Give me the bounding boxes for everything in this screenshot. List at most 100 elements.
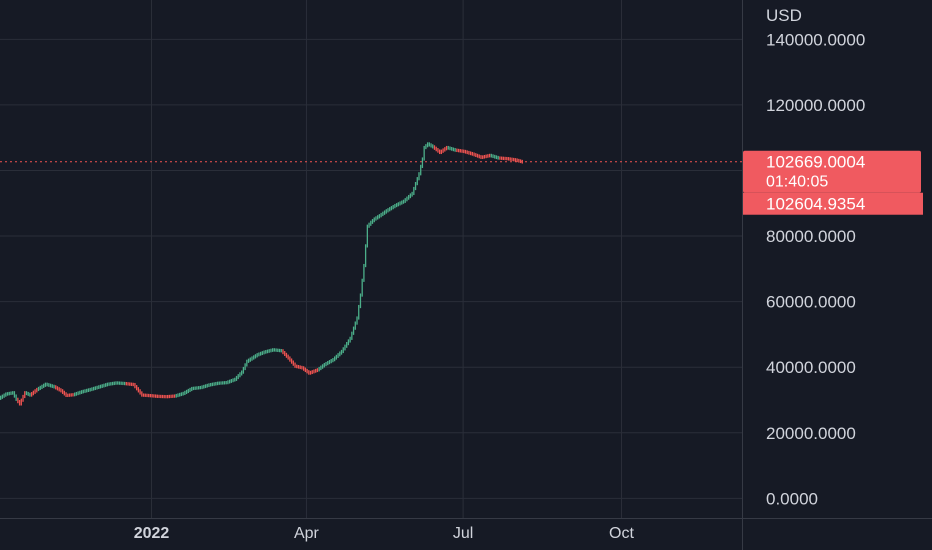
candle (60, 388, 62, 393)
candle (194, 386, 196, 390)
candle (475, 153, 477, 157)
candle (282, 349, 284, 355)
price-segment (184, 386, 193, 396)
candle (192, 386, 195, 391)
secondary-price-tag: 102604.9354 (743, 192, 923, 215)
price-segment (134, 382, 143, 397)
candle (488, 153, 491, 158)
last-price-tag: 102669.0004 01:40:05 (743, 150, 921, 193)
price-segment (253, 353, 258, 360)
candle (294, 362, 296, 368)
candle (377, 215, 379, 220)
candle (370, 220, 372, 226)
candle (516, 158, 518, 163)
candle (273, 348, 276, 352)
candle (518, 158, 520, 163)
price-segment (490, 153, 499, 160)
price-segment (404, 191, 413, 203)
price-segment (158, 394, 167, 399)
candle (46, 382, 48, 387)
candle (389, 207, 391, 212)
time-tick-label: Oct (609, 525, 634, 542)
candle (141, 391, 143, 397)
price-segment (289, 356, 296, 368)
price-tick-label: 20000.0000 (766, 424, 856, 443)
candle (44, 382, 47, 387)
candle (92, 386, 95, 391)
price-segment (91, 385, 100, 392)
candle (261, 351, 263, 356)
candle (321, 364, 324, 369)
candle (211, 382, 214, 387)
candle (452, 147, 455, 152)
price-segment (37, 382, 47, 392)
candle (456, 148, 458, 153)
candle (268, 349, 270, 353)
candle (187, 388, 189, 394)
candle (408, 194, 410, 200)
price-segment (6, 391, 14, 396)
candle (335, 354, 338, 360)
candle (361, 278, 363, 297)
candle (500, 156, 503, 160)
candle (201, 385, 203, 390)
candle (172, 394, 174, 398)
candle (177, 393, 179, 398)
candle (218, 381, 220, 385)
candle (421, 157, 424, 168)
candle (123, 381, 126, 386)
candle (117, 381, 119, 385)
price-segment (482, 153, 491, 159)
time-axis[interactable]: 2022 Apr Jul Oct (134, 525, 635, 542)
candle (48, 383, 50, 387)
candle (409, 193, 412, 199)
candle (284, 351, 286, 357)
candle (96, 385, 98, 390)
candle (144, 393, 146, 397)
candle (215, 381, 217, 386)
candle (237, 374, 239, 380)
candle (432, 144, 434, 149)
price-tick-label: 40000.0000 (766, 358, 856, 377)
price-segment (67, 393, 74, 397)
price-segment (175, 391, 184, 398)
price-segment (464, 149, 474, 156)
candle (420, 164, 422, 176)
price-segment (258, 350, 265, 357)
grid-lines (0, 0, 742, 518)
candle (430, 143, 432, 148)
candle (22, 394, 24, 402)
candle (502, 156, 505, 161)
candle (368, 222, 370, 228)
candle (478, 154, 480, 159)
candle (247, 358, 250, 363)
candle (328, 360, 331, 365)
price-segment (82, 387, 91, 394)
candle (259, 351, 262, 356)
candle (137, 387, 140, 393)
candle (204, 384, 207, 389)
candle (316, 368, 319, 373)
candle (49, 383, 52, 388)
candle (37, 386, 40, 392)
candle (15, 394, 17, 401)
candle (342, 347, 344, 354)
price-segment (151, 394, 158, 398)
candle (3, 393, 5, 398)
price-segment (108, 381, 117, 386)
candle (160, 394, 162, 399)
candle (364, 244, 367, 268)
candle (371, 219, 374, 224)
candle (285, 352, 288, 358)
price-axis[interactable]: 140000.0000 120000.0000 80000.0000 60000.00… (766, 30, 865, 508)
price-segment (99, 382, 109, 389)
candle (24, 391, 26, 399)
candle (454, 148, 456, 152)
currency-label: USD (766, 6, 802, 25)
candle (308, 370, 310, 375)
candle (244, 363, 246, 371)
candle (210, 382, 212, 387)
candle (208, 383, 210, 388)
candle (299, 365, 301, 370)
